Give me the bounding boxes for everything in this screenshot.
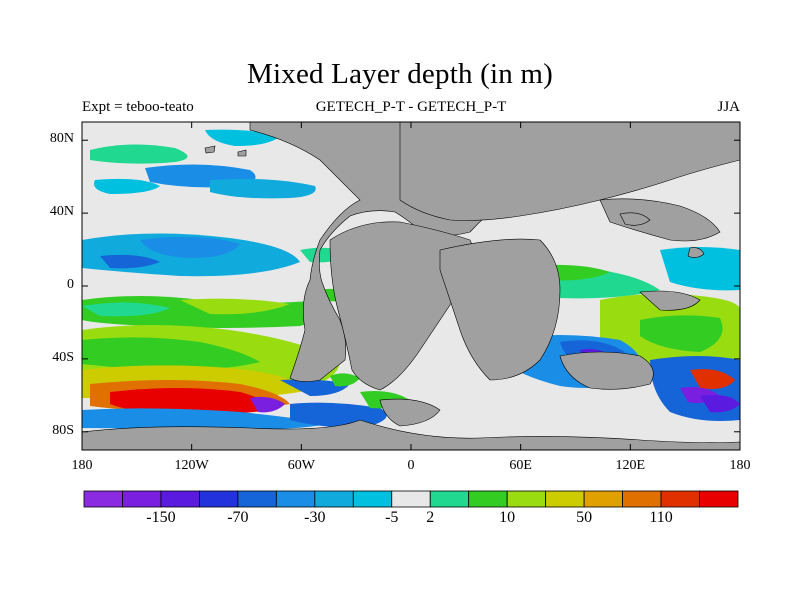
- australia-land: [559, 351, 654, 390]
- southeast-asia-land: [639, 290, 701, 311]
- antarctica-land: [82, 419, 740, 450]
- eurasia-land: [399, 122, 740, 221]
- colorbar-swatch: [391, 490, 431, 508]
- colorbar-label: 50: [576, 509, 593, 526]
- lon-label: 60E: [509, 458, 532, 473]
- colorbar-label: 2: [426, 509, 435, 526]
- islands: [204, 145, 705, 258]
- lon-label: 0: [407, 458, 415, 473]
- colorbar-swatch: [352, 490, 393, 508]
- colorbar-swatch: [83, 490, 123, 508]
- west-antarctica-land: [379, 398, 441, 427]
- model-label: GETECH_P-T - GETECH_P-T: [315, 99, 507, 115]
- colorbar-label: -150: [146, 509, 176, 526]
- lat-label: 40S: [52, 349, 74, 365]
- colorbar-label: 110: [649, 509, 673, 526]
- season-label: JJA: [717, 99, 740, 115]
- north-pacific-anomalies: [90, 129, 316, 199]
- south-pacific-anomalies: [82, 325, 387, 431]
- colorbar-label: 10: [499, 509, 516, 526]
- colorbar-swatch: [699, 490, 739, 508]
- colorbar-swatch: [237, 490, 277, 508]
- lon-label: 120W: [174, 458, 209, 473]
- lat-label: 80N: [49, 131, 74, 147]
- lat-label: 0: [67, 277, 74, 292]
- south-america-land: [329, 221, 474, 391]
- land-masses: [82, 122, 740, 450]
- colorbar-swatch: [622, 490, 662, 508]
- lon-label: 60W: [287, 458, 315, 473]
- colorbar-swatch: [545, 490, 585, 508]
- lon-label: 180: [71, 458, 93, 473]
- axis-ticks: [81, 122, 741, 450]
- colorbar-swatch: [429, 490, 470, 508]
- colorbar-label: -70: [227, 509, 249, 526]
- asia-extension-land: [599, 198, 721, 242]
- colorbar-swatch: [583, 490, 623, 508]
- colorbar-swatch: [660, 490, 700, 508]
- colorbar-swatch: [122, 490, 162, 508]
- colorbar-label: -5: [385, 509, 399, 526]
- colorbar-label: -30: [304, 509, 326, 526]
- map-title: Mixed Layer depth (in m): [247, 58, 553, 90]
- colorbar-swatch: [199, 490, 239, 508]
- equatorial-pacific-anomalies: [82, 233, 323, 328]
- lat-label: 80S: [52, 422, 74, 438]
- colorbar-swatch: [506, 490, 547, 508]
- lat-label: 40N: [49, 204, 74, 220]
- colorbar: [83, 490, 739, 508]
- africa-land: [439, 238, 561, 381]
- experiment-label: Expt = teboo-teato: [82, 99, 194, 115]
- colorbar-swatch: [160, 490, 200, 508]
- colorbar-swatch: [468, 490, 508, 508]
- lon-label: 120E: [615, 458, 646, 473]
- colorbar-swatch: [314, 490, 354, 508]
- lon-label: 180: [729, 458, 751, 473]
- colorbar-swatch: [275, 490, 316, 508]
